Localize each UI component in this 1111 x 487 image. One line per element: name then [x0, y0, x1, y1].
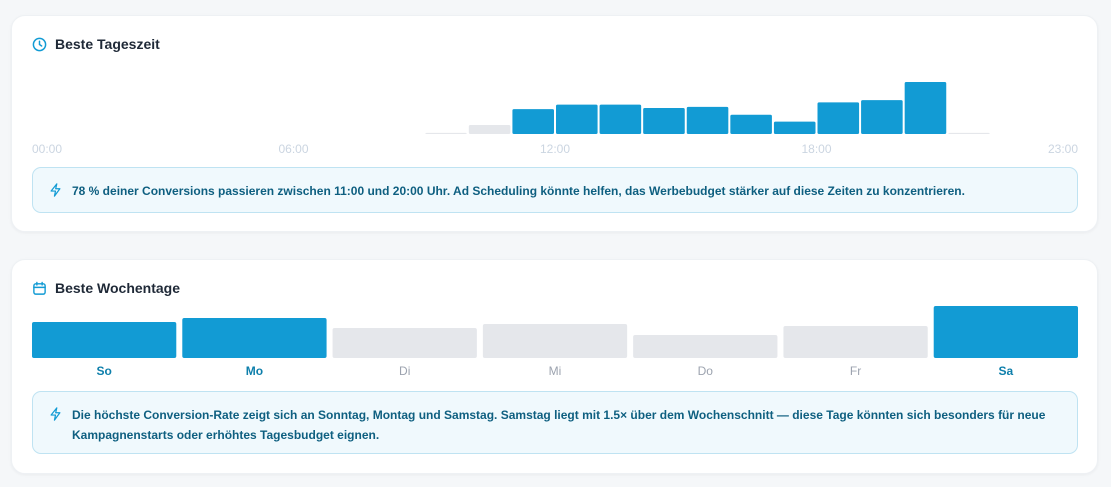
hour-bar-21:00 [948, 132, 990, 134]
hour-bar-11:00 [512, 109, 554, 134]
lightning-icon [49, 183, 62, 197]
clock-icon [32, 37, 47, 52]
x-tick-label: 23:00 [1048, 142, 1078, 156]
card-title: Beste Wochentage [55, 280, 180, 296]
x-tick-label: 00:00 [32, 142, 62, 156]
insight-box: Die höchste Conversion-Rate zeigt sich a… [32, 391, 1078, 454]
best-time-of-day-card: Beste Tageszeit 00:00 06:00 12:00 18:00 23:0… [11, 15, 1098, 232]
weekday-bar-Fr [783, 326, 928, 358]
weekday-bar-So [32, 322, 177, 358]
weekday-bar-Sa [933, 306, 1078, 358]
calendar-icon [32, 281, 47, 296]
card-title: Beste Tageszeit [55, 36, 160, 52]
card-header: Beste Tageszeit [32, 36, 160, 52]
hourly-bar-chart: 00:00 06:00 12:00 18:00 23:00 [32, 82, 1078, 156]
weekday-label: So [96, 364, 111, 378]
hour-bar-13:00 [599, 104, 642, 134]
weekday-label: Do [698, 364, 714, 378]
hour-bar-10:00 [468, 124, 511, 134]
best-weekdays-card: Beste Wochentage So Mo Di Mi Do Fr Sa Die höch… [11, 259, 1098, 474]
weekday-label: Fr [850, 364, 861, 378]
insight-box: 78 % deiner Conversions passieren zwisch… [32, 167, 1078, 213]
weekday-bar-Di [332, 328, 477, 358]
weekday-label: Di [399, 364, 410, 378]
x-tick-label: 06:00 [278, 142, 308, 156]
weekday-bar-chart: So Mo Di Mi Do Fr Sa [32, 306, 1078, 378]
lightning-icon [49, 407, 62, 421]
hour-bar-18:00 [817, 102, 860, 134]
insight-text: 78 % deiner Conversions passieren zwisch… [72, 184, 965, 198]
hour-bar-20:00 [904, 82, 947, 134]
weekday-label: Sa [999, 364, 1014, 378]
hour-bar-09:00 [425, 132, 467, 134]
hour-bar-14:00 [643, 108, 685, 134]
card-header: Beste Wochentage [32, 280, 180, 296]
weekday-bar-Mi [482, 324, 628, 358]
hour-bar-16:00 [730, 114, 772, 134]
hour-bar-12:00 [556, 104, 598, 134]
weekday-label: Mi [549, 364, 562, 378]
hour-bar-17:00 [773, 121, 816, 134]
x-tick-label: 12:00 [540, 142, 570, 156]
x-tick-label: 18:00 [801, 142, 831, 156]
weekday-bar-Do [633, 335, 778, 358]
weekday-bar-Mo [182, 318, 327, 358]
weekday-label: Mo [246, 364, 263, 378]
insight-text: Die höchste Conversion-Rate zeigt sich a… [72, 408, 1046, 442]
hour-bar-19:00 [861, 100, 903, 134]
hour-bar-15:00 [686, 106, 729, 134]
